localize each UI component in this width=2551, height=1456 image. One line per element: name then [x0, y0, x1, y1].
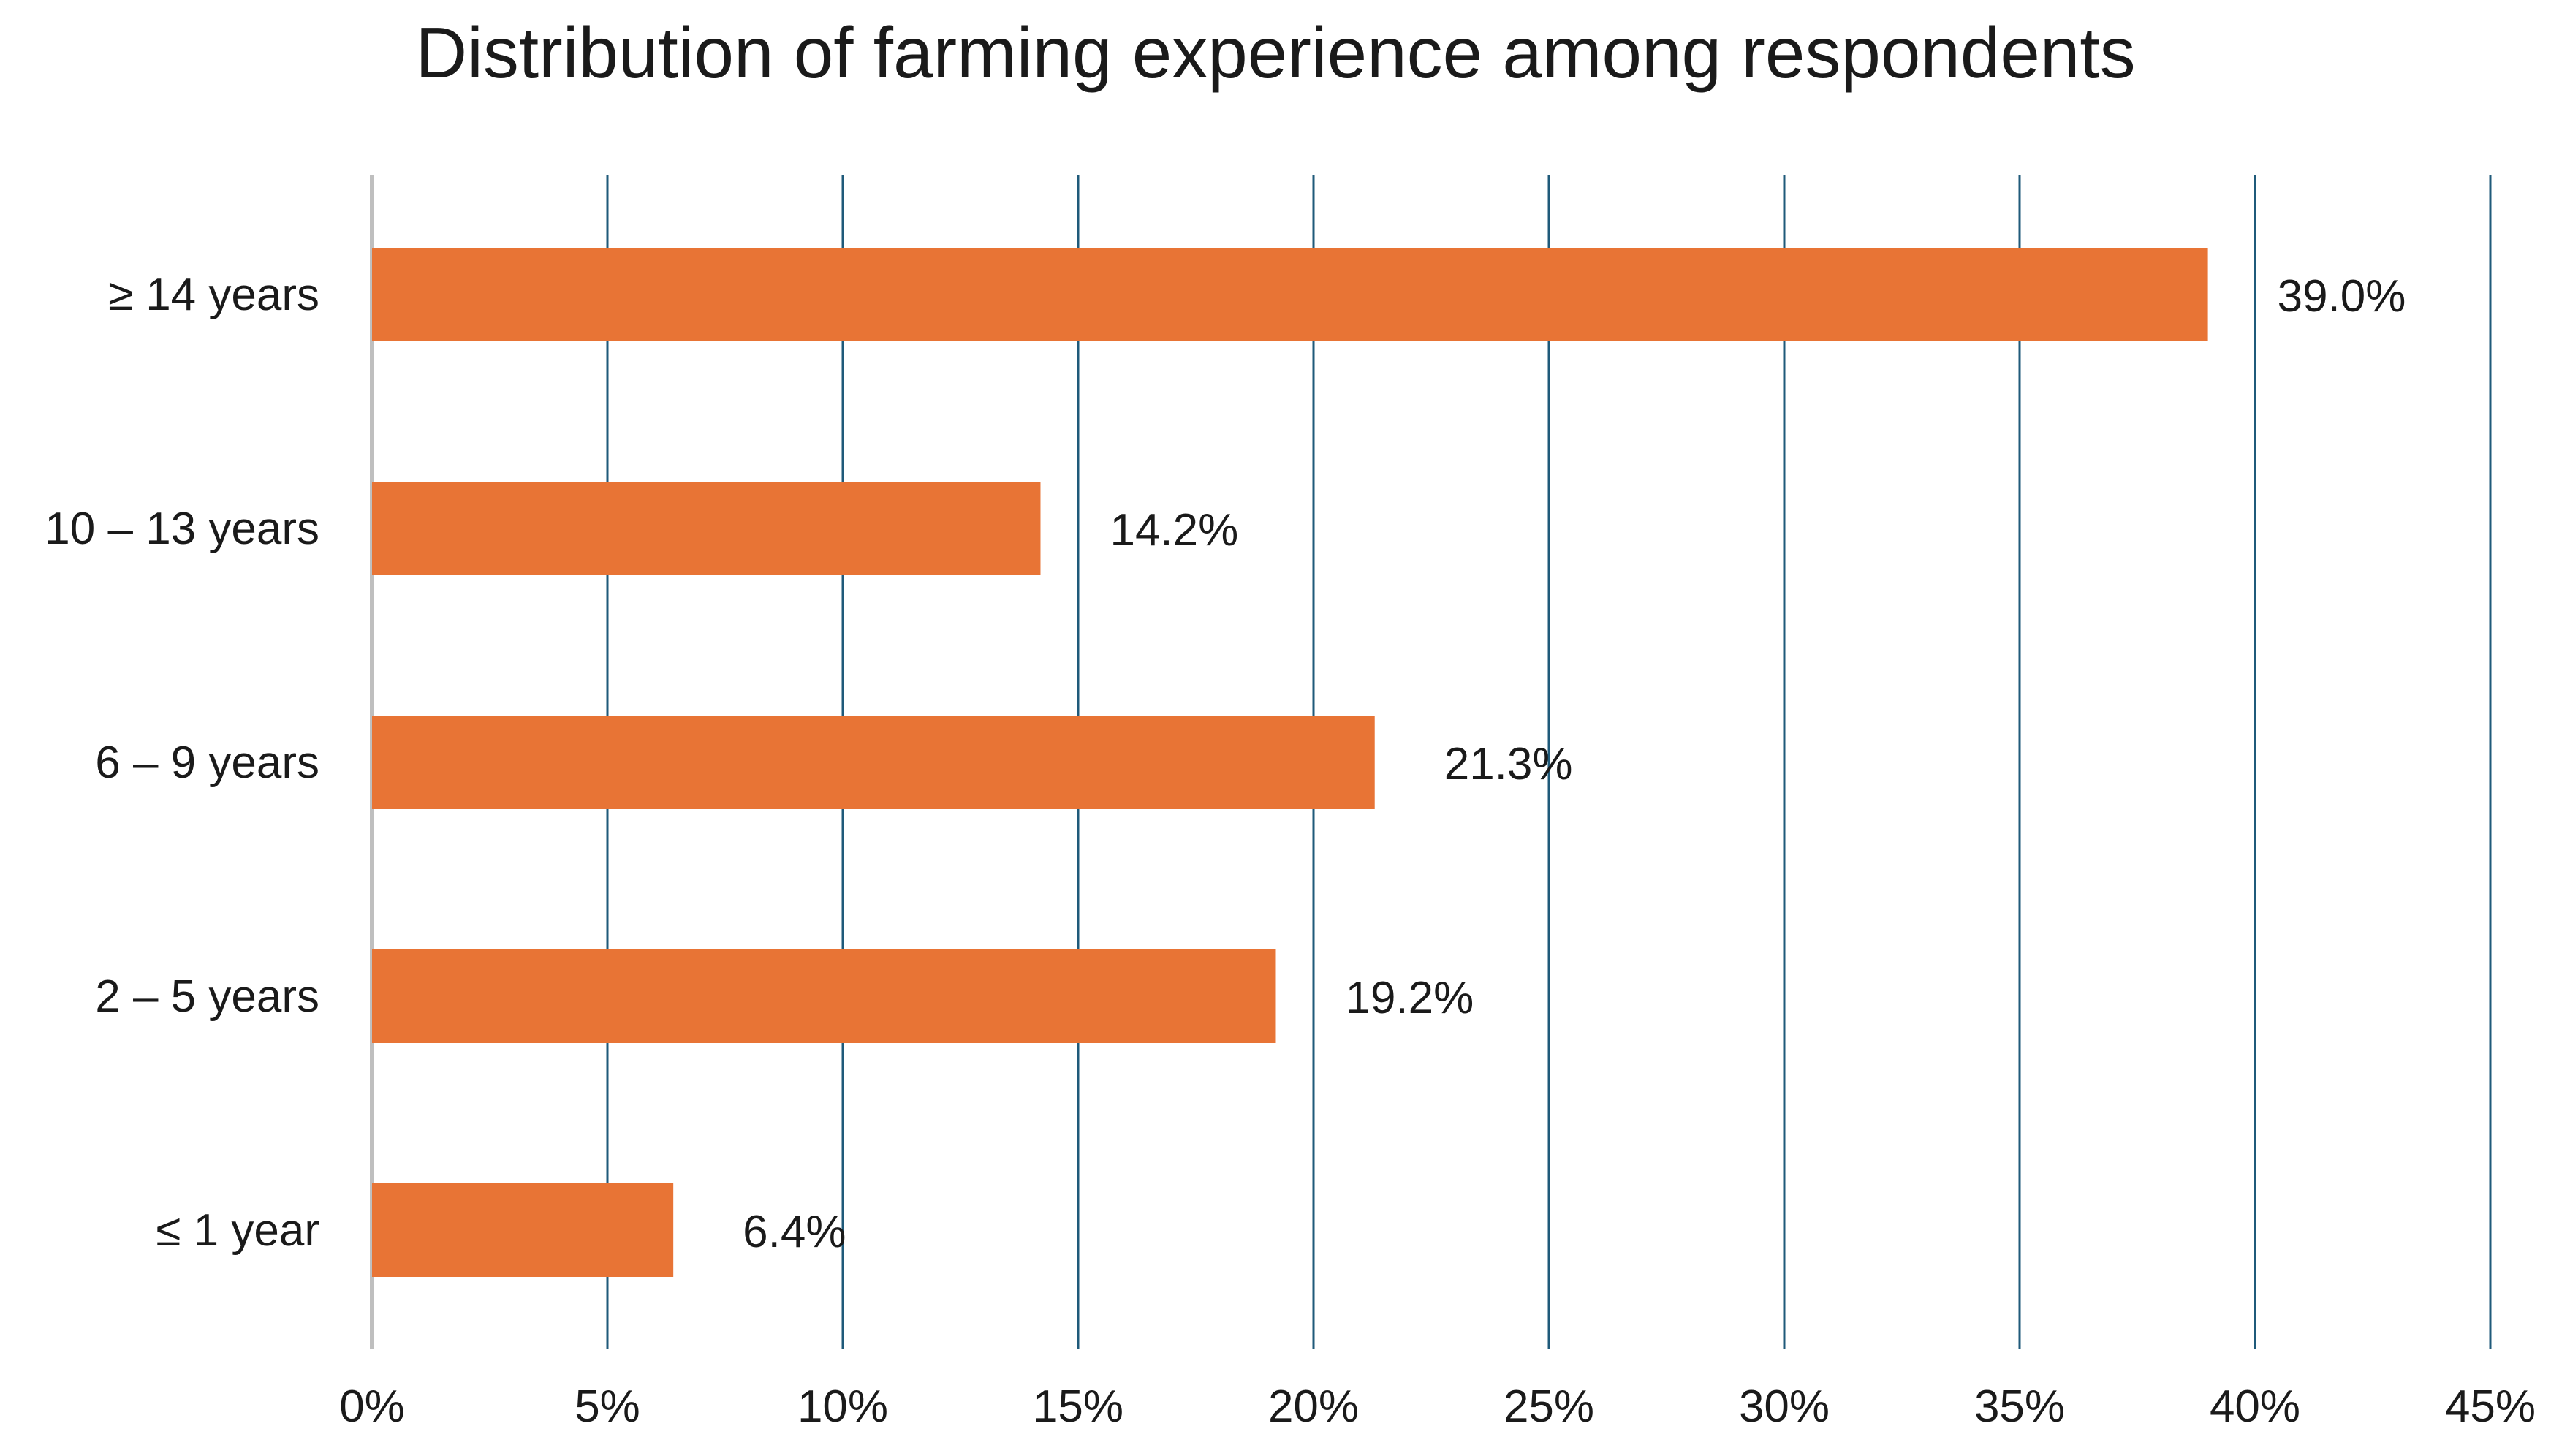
x-tick-label-9: 45%: [2445, 1381, 2536, 1432]
bar-3: [372, 949, 1276, 1043]
data-label-1: 14.2%: [1110, 505, 1238, 556]
x-tick-label-6: 30%: [1739, 1381, 1830, 1432]
data-label-3: 19.2%: [1345, 973, 1474, 1023]
x-tick-label-2: 10%: [797, 1381, 888, 1432]
x-tick-label-5: 25%: [1504, 1381, 1594, 1432]
x-tick-label-7: 35%: [1974, 1381, 2065, 1432]
category-label-0: ≥ 14 years: [108, 270, 319, 320]
category-label-1: 10 – 13 years: [45, 504, 319, 554]
x-tick-label-3: 15%: [1033, 1381, 1123, 1432]
data-label-2: 21.3%: [1444, 739, 1573, 789]
category-label-4: ≤ 1 year: [156, 1205, 319, 1256]
x-tick-label-1: 5%: [575, 1381, 640, 1432]
x-tick-label-8: 40%: [2210, 1381, 2300, 1432]
bar-2: [372, 716, 1375, 809]
x-tick-label-0: 0%: [339, 1381, 405, 1432]
x-tick-label-4: 20%: [1268, 1381, 1359, 1432]
category-label-3: 2 – 5 years: [95, 971, 319, 1022]
chart-title: Distribution of farming experience among…: [415, 12, 2136, 93]
bar-1: [372, 482, 1041, 575]
bar-4: [372, 1183, 674, 1277]
bar-0: [372, 248, 2208, 341]
data-label-4: 6.4%: [743, 1207, 846, 1257]
category-label-2: 6 – 9 years: [95, 738, 319, 788]
data-label-0: 39.0%: [2278, 271, 2406, 322]
